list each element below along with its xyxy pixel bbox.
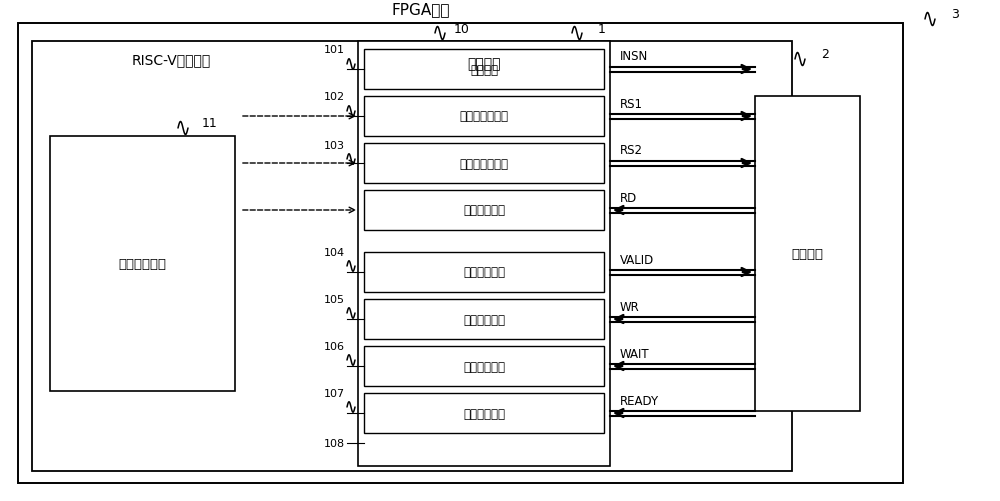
Text: 等待请求接口: 等待请求接口 bbox=[463, 360, 505, 373]
Bar bbox=[364, 97, 604, 137]
Text: 11: 11 bbox=[202, 117, 218, 130]
Text: RISC-V处理器核: RISC-V处理器核 bbox=[132, 53, 211, 67]
Text: 写回请求接口: 写回请求接口 bbox=[463, 313, 505, 326]
Text: 接口模块: 接口模块 bbox=[467, 57, 501, 71]
Text: 106: 106 bbox=[324, 341, 345, 351]
Bar bbox=[364, 393, 604, 433]
Text: 10: 10 bbox=[454, 24, 470, 37]
Bar bbox=[364, 253, 604, 293]
Text: 第二操作数接口: 第二操作数接口 bbox=[460, 157, 509, 170]
Text: 扩展模块: 扩展模块 bbox=[791, 247, 823, 261]
Text: WR: WR bbox=[620, 300, 640, 313]
Text: 107: 107 bbox=[324, 388, 345, 398]
Bar bbox=[364, 300, 604, 339]
Bar bbox=[364, 346, 604, 386]
Bar bbox=[364, 144, 604, 184]
Text: 3: 3 bbox=[951, 9, 959, 22]
Text: 103: 103 bbox=[324, 141, 345, 151]
Text: 108: 108 bbox=[324, 438, 345, 448]
Text: 运算完成接口: 运算完成接口 bbox=[463, 407, 505, 420]
Text: 105: 105 bbox=[324, 295, 345, 305]
Text: 指令接口: 指令接口 bbox=[470, 63, 498, 76]
Text: 通用寄存器组: 通用寄存器组 bbox=[119, 258, 166, 271]
Bar bbox=[364, 50, 604, 90]
Text: RS1: RS1 bbox=[620, 97, 643, 110]
Text: WAIT: WAIT bbox=[620, 347, 650, 360]
Bar bbox=[18, 24, 903, 483]
Text: 数据返回接口: 数据返回接口 bbox=[463, 204, 505, 217]
Bar bbox=[364, 190, 604, 230]
Text: RD: RD bbox=[620, 191, 637, 204]
Text: 1: 1 bbox=[598, 24, 606, 37]
Bar bbox=[755, 97, 860, 411]
Text: INSN: INSN bbox=[620, 51, 648, 63]
Bar bbox=[358, 42, 610, 466]
Text: 第一操作数接口: 第一操作数接口 bbox=[460, 110, 509, 123]
Text: VALID: VALID bbox=[620, 253, 654, 266]
Text: 104: 104 bbox=[324, 247, 345, 258]
Text: 102: 102 bbox=[324, 92, 345, 102]
Text: 2: 2 bbox=[821, 49, 829, 62]
Text: 101: 101 bbox=[324, 45, 345, 55]
Text: FPGA芯片: FPGA芯片 bbox=[391, 3, 450, 18]
Text: 操作请求接口: 操作请求接口 bbox=[463, 266, 505, 279]
Text: RS2: RS2 bbox=[620, 144, 643, 157]
Text: READY: READY bbox=[620, 394, 659, 407]
Bar bbox=[32, 42, 792, 471]
Bar bbox=[50, 137, 235, 391]
